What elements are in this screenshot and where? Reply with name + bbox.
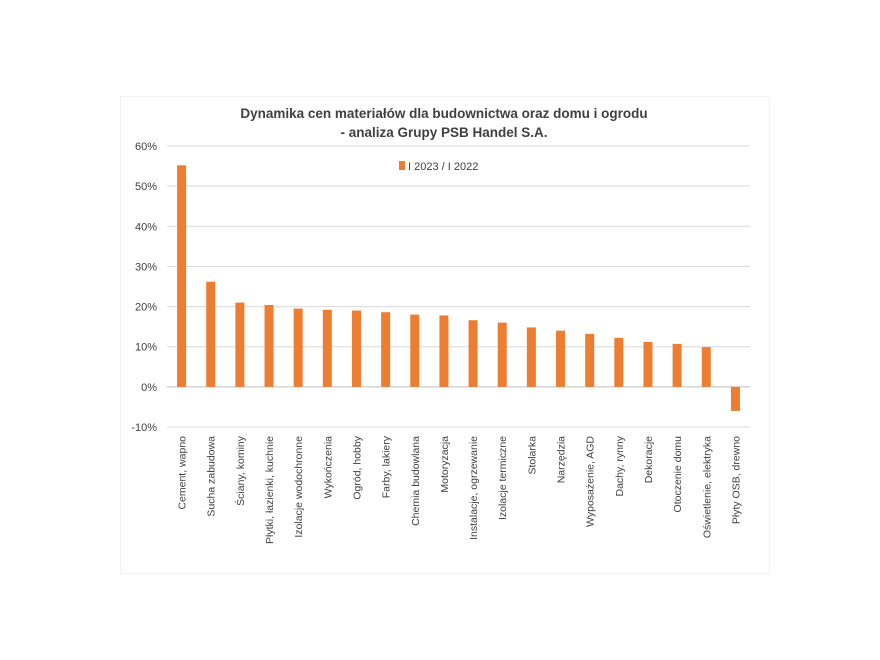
bar	[439, 315, 449, 387]
chart-title-line-2: - analiza Grupy PSB Handel S.A.	[340, 125, 548, 140]
y-tick-label: 40%	[135, 221, 157, 233]
x-tick-label: Płytki, łazienki, kuchnie	[264, 436, 276, 544]
bar	[497, 322, 507, 387]
x-tick-label: Cement, wapno	[177, 436, 189, 510]
x-tick-label: Wyposażenie, AGD	[585, 436, 597, 527]
bar	[643, 341, 653, 387]
bar	[235, 302, 245, 387]
chart-title-line-1: Dynamika cen materiałów dla budownictwa …	[240, 106, 648, 121]
bar	[556, 330, 566, 387]
x-tick-label: Otoczenie domu	[672, 436, 684, 513]
y-tick-label: 50%	[135, 181, 157, 193]
x-tick-label: Izolacje wodochronne	[293, 436, 305, 538]
bar	[672, 343, 682, 387]
x-tick-label: Motoryzacja	[439, 436, 451, 493]
chart-title: Dynamika cen materiałów dla budownictwa …	[120, 104, 768, 142]
x-tick-label: Izolacje termiczne	[497, 436, 509, 520]
bar	[730, 386, 740, 411]
y-tick-label: 20%	[135, 302, 157, 314]
x-tick-label: Narzędzia	[556, 436, 568, 483]
bar	[701, 347, 711, 387]
bar	[410, 314, 420, 387]
x-tick-label: Stolarka	[526, 436, 538, 475]
x-tick-label: Ogród, hobby	[351, 435, 363, 499]
legend-swatch	[399, 161, 405, 170]
y-tick-label: -10%	[131, 422, 157, 434]
bar	[468, 320, 478, 387]
bar	[206, 281, 216, 387]
x-tick-label: Płyty OSB, drewno	[730, 436, 742, 524]
bar	[177, 165, 187, 387]
bar	[381, 312, 391, 387]
y-tick-label: 0%	[141, 382, 157, 394]
bar	[614, 337, 624, 387]
x-tick-label: Ściany, kominy	[234, 435, 247, 506]
y-tick-label: 60%	[135, 141, 157, 153]
x-tick-label: Instalacje, ogrzewanie	[468, 436, 480, 540]
bar	[351, 310, 361, 387]
y-tick-label: 30%	[135, 261, 157, 273]
x-tick-label: Chemia budowlana	[410, 436, 422, 526]
bar	[293, 308, 303, 387]
bar	[322, 309, 332, 387]
x-tick-label: Wykończenia	[322, 436, 334, 499]
legend-label: I 2023 / I 2022	[408, 161, 478, 173]
bar	[585, 333, 595, 387]
x-tick-label: Farby, lakiery	[381, 435, 393, 498]
bar	[526, 327, 536, 387]
x-tick-label: Oświetlenie, elektryka	[701, 436, 713, 538]
x-tick-label: Sucha zabudowa	[206, 436, 218, 517]
bar	[264, 304, 274, 387]
x-tick-label: Dekoracje	[643, 436, 655, 483]
x-tick-label: Dachy, rynny	[614, 435, 626, 496]
y-tick-label: 10%	[135, 342, 157, 354]
